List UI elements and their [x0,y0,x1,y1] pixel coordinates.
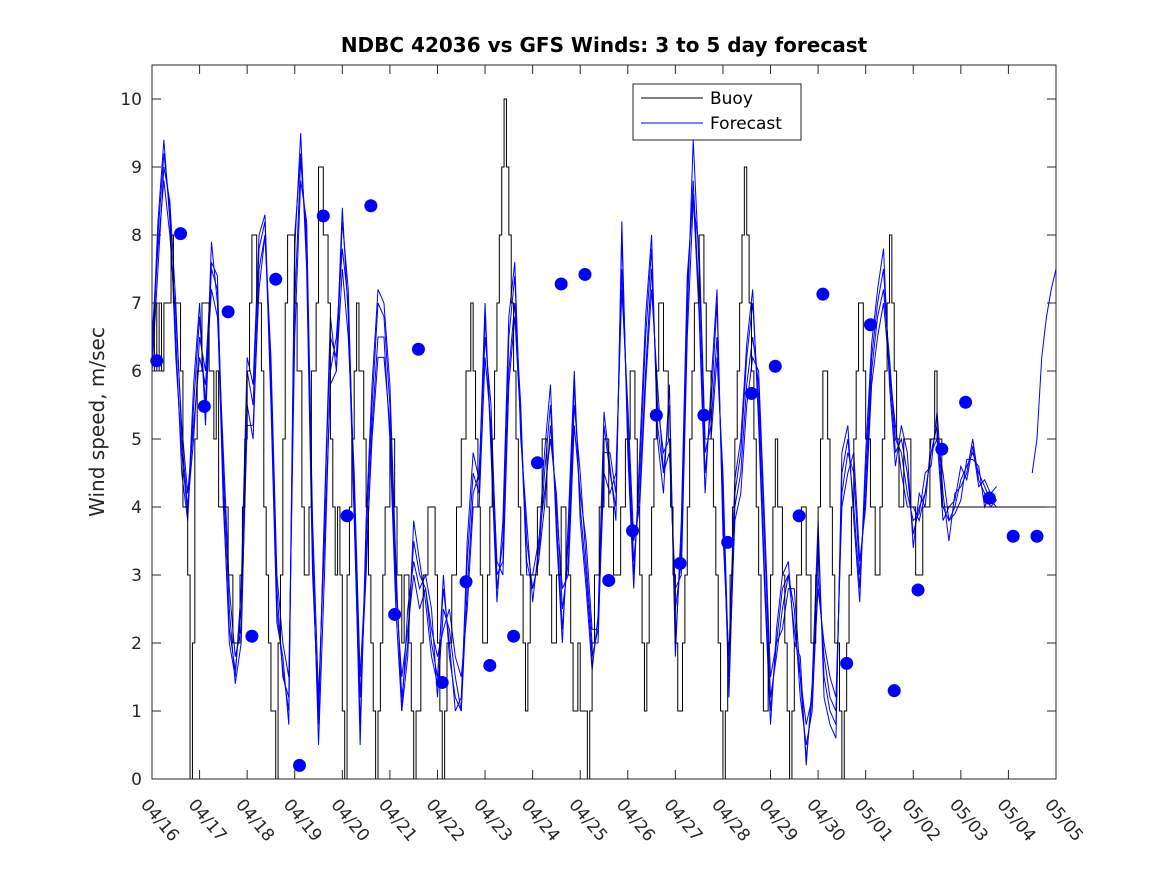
y-tick-label: 0 [131,770,142,790]
y-axis: 0 1 2 3 4 5 6 7 8 9 10 [120,90,1056,790]
marker-point [911,583,925,597]
marker-point [530,456,544,470]
marker-point [364,199,378,213]
marker-point [507,629,521,643]
x-tick-label: 04/24 [517,795,564,845]
legend-box [632,83,802,141]
x-tick-label: 04/17 [184,795,231,845]
chart-title: NDBC 42036 vs GFS Winds: 3 to 5 day fore… [341,33,868,57]
forecast-line-4 [151,153,997,766]
marker-point [245,629,259,643]
marker-point [697,408,711,422]
x-tick-label: 04/29 [755,795,802,845]
marker-point [840,656,854,670]
plot-frame [151,64,1057,780]
marker-point [863,318,877,332]
marker-point [721,535,735,549]
y-tick-label: 7 [131,294,142,314]
marker-point [483,658,497,672]
x-tick-label: 04/22 [422,795,469,845]
y-tick-label: 3 [131,566,142,586]
x-tick-label: 05/03 [945,795,992,845]
marker-point [292,758,306,772]
y-tick-label: 1 [131,702,142,722]
x-tick-label: 04/25 [564,795,611,845]
marker-point [174,227,188,241]
marker-point [221,305,235,319]
marker-point [459,575,473,589]
marker-point [982,491,996,505]
x-tick-label: 04/20 [326,795,373,845]
x-tick-label: 05/02 [897,795,944,845]
marker-point [388,607,402,621]
x-tick-label: 04/30 [802,795,849,845]
marker-point [792,509,806,523]
legend-forecast-label: Forecast [710,114,782,134]
marker-point [768,359,782,373]
y-tick-label: 5 [131,430,142,450]
marker-point [316,209,330,223]
x-tick-label: 04/18 [231,795,278,845]
marker-point [150,354,164,368]
y-tick-label: 8 [131,226,142,246]
x-tick-label: 04/27 [660,795,707,845]
marker-point [435,675,449,689]
x-tick-label: 04/26 [612,795,659,845]
x-tick-label: 04/19 [279,795,326,845]
buoy-line [152,98,1056,780]
x-tick-label: 05/04 [993,795,1040,845]
marker-point [269,272,283,286]
y-tick-label: 2 [131,634,142,654]
marker-point [578,267,592,281]
plot-area [150,64,1057,780]
marker-point [959,395,973,409]
legend: Buoy Forecast [632,83,802,141]
marker-point [673,556,687,570]
marker-point [411,342,425,356]
y-axis-label: Wind speed, m/sec [85,327,109,517]
marker-point [554,277,568,291]
marker-point [197,399,211,413]
legend-buoy-label: Buoy [710,89,753,109]
marker-point [626,524,640,538]
marker-point [649,408,663,422]
marker-point [816,287,830,301]
marker-point [602,573,616,587]
x-tick-label: 04/23 [469,795,516,845]
y-tick-label: 9 [131,158,142,178]
x-tick-label: 04/21 [374,795,421,845]
marker-point [935,442,949,456]
marker-point [887,684,901,698]
forecast-series [151,132,1057,766]
marker-point [744,386,758,400]
y-tick-label: 4 [131,498,142,518]
x-tick-label: 05/05 [1040,795,1087,845]
x-tick-label: 05/01 [850,795,897,845]
forecast-line-3 [151,180,997,725]
marker-point [1030,529,1044,543]
x-tick-label: 04/28 [707,795,754,845]
x-tick-label: 04/16 [136,795,183,845]
marker-point [1006,529,1020,543]
forecast-tail-line [1031,268,1057,474]
marker-series [150,199,1044,772]
y-tick-label: 10 [120,90,142,110]
y-tick-label: 6 [131,362,142,382]
marker-point [340,509,354,523]
buoy-series [152,98,1056,780]
